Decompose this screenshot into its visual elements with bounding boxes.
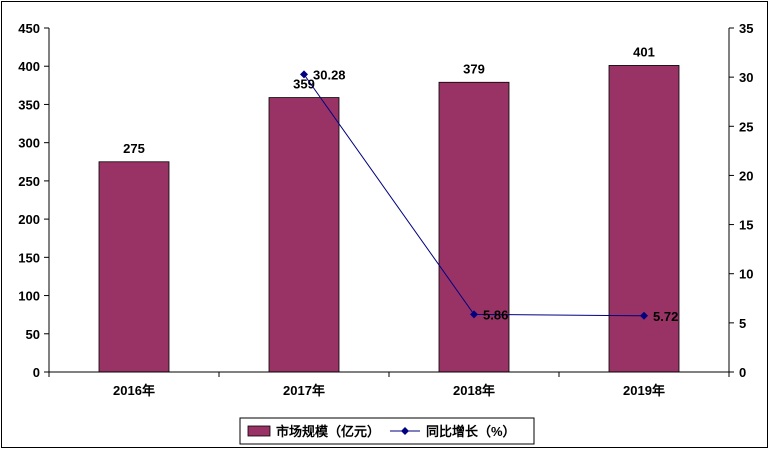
growth-marker: [640, 311, 648, 320]
legend-bar-swatch: [247, 425, 271, 437]
bar-data-label: 379: [463, 61, 485, 76]
legend-line-marker: [401, 427, 409, 435]
growth-marker: [470, 310, 478, 319]
y-left-tick-label: 0: [33, 365, 40, 380]
y-left-tick-label: 350: [18, 97, 40, 112]
y-left-tick-label: 450: [18, 21, 40, 36]
growth-marker: [300, 70, 308, 79]
bar-0: [98, 161, 170, 373]
line-data-label: 5.72: [653, 309, 678, 324]
y-left-tick-label: 50: [26, 327, 40, 342]
y-left-tick-label: 200: [18, 212, 40, 227]
x-tick-label: 2018年: [453, 383, 495, 398]
line-data-label: 5.86: [483, 307, 508, 322]
y-left-tick-label: 300: [18, 136, 40, 151]
y-left-tick-label: 400: [18, 59, 40, 74]
bar-2: [438, 81, 510, 373]
bar-data-label: 359: [293, 77, 315, 92]
y-right-tick-label: 5: [739, 316, 746, 331]
bar-data-label: 401: [633, 44, 655, 59]
x-tick-label: 2019年: [623, 383, 665, 398]
y-left-tick-label: 250: [18, 174, 40, 189]
y-left-tick-label: 150: [18, 250, 40, 265]
line-data-label: 30.28: [313, 67, 346, 82]
y-right-tick-label: 10: [739, 267, 753, 282]
x-tick-label: 2016年: [113, 383, 155, 398]
y-right-tick-label: 20: [739, 168, 753, 183]
x-tick-label: 2017年: [283, 383, 325, 398]
y-right-tick-label: 30: [739, 70, 753, 85]
bar-data-label: 275: [123, 141, 145, 156]
y-left-tick-label: 100: [18, 289, 40, 304]
bar-3: [608, 65, 680, 373]
y-right-tick-label: 35: [739, 21, 753, 36]
y-right-tick-label: 0: [739, 365, 746, 380]
legend-bar-label: 市场规模（亿元）: [276, 424, 380, 439]
y-right-tick-label: 15: [739, 218, 753, 233]
legend-line-label: 同比增长（%）: [426, 424, 516, 439]
y-right-tick-label: 25: [739, 119, 753, 134]
bar-1: [268, 97, 340, 373]
legend-box: [239, 417, 535, 445]
